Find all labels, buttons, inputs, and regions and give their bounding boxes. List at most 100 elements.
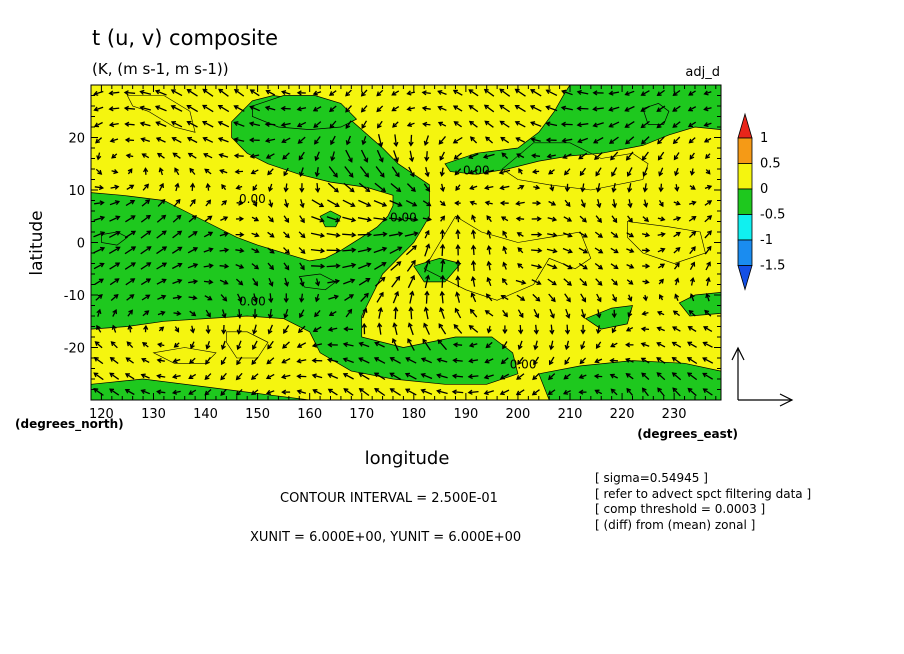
wind-vector <box>641 151 649 161</box>
wind-vector <box>377 306 384 319</box>
wind-vector <box>548 169 555 175</box>
wind-vector <box>250 373 259 380</box>
wind-vector <box>205 182 211 191</box>
wind-vector <box>217 120 230 128</box>
wind-vector <box>139 105 151 111</box>
wind-vector <box>548 356 555 366</box>
wind-vector <box>407 274 416 289</box>
reference-arrow <box>731 346 794 407</box>
wind-vector <box>357 247 372 253</box>
y-tick-label: 0 <box>77 237 85 252</box>
wind-vector <box>172 278 183 285</box>
x-tick-label: 210 <box>558 407 583 422</box>
wind-vector <box>219 247 230 253</box>
wind-vector <box>297 325 306 334</box>
wind-vector <box>390 182 402 193</box>
wind-vector <box>203 263 214 269</box>
wind-vector <box>326 263 341 269</box>
wind-vector <box>610 342 618 348</box>
wind-vector <box>422 200 432 207</box>
wind-vector <box>703 90 712 96</box>
wind-vector <box>467 389 479 395</box>
wind-vector <box>688 215 697 222</box>
wind-vector <box>530 89 542 97</box>
wind-vector <box>204 373 212 380</box>
wind-vector <box>580 340 586 350</box>
wind-vector <box>310 232 326 238</box>
wind-vector <box>408 134 414 147</box>
wind-vector <box>237 293 243 303</box>
wind-vector <box>140 214 152 223</box>
wind-vector <box>451 389 464 395</box>
wind-vector <box>594 262 604 270</box>
wind-vector <box>281 358 291 364</box>
wind-vector <box>124 246 137 255</box>
wind-vector <box>109 388 120 396</box>
wind-vector <box>673 216 682 222</box>
wind-vector <box>656 341 666 348</box>
colorbar-label: -1 <box>760 233 773 248</box>
contour-line <box>152 347 217 364</box>
wind-vector <box>220 356 227 366</box>
wind-vector <box>405 357 417 364</box>
wind-vector <box>686 372 698 381</box>
note-filter: [ refer to advect spct filtering data ] <box>595 487 811 501</box>
wind-vector <box>314 151 320 162</box>
wind-vector <box>452 136 463 144</box>
wind-vector <box>389 372 402 380</box>
wind-vector <box>673 200 681 206</box>
wind-vector <box>220 388 227 396</box>
y-axis: 20 10 0 -10 -20 <box>64 95 721 390</box>
wind-vector <box>173 342 180 348</box>
wind-vector <box>592 137 604 144</box>
wind-vector <box>561 89 573 96</box>
wind-vector <box>436 388 448 395</box>
wind-vector <box>344 294 355 301</box>
wind-vector <box>611 278 618 286</box>
wind-vector <box>373 216 388 222</box>
wind-vector <box>405 216 419 222</box>
wind-vector <box>688 200 697 206</box>
wind-vector <box>580 324 586 335</box>
wind-vector <box>422 121 431 127</box>
wind-vector <box>405 245 417 256</box>
wind-vector <box>311 215 325 223</box>
wind-vector <box>673 152 680 161</box>
wind-vector <box>422 216 433 222</box>
wind-vector <box>608 90 620 96</box>
wind-vector <box>249 89 260 97</box>
wind-vector <box>423 183 431 193</box>
wind-vector <box>689 152 695 160</box>
wind-vector <box>563 278 572 286</box>
wind-vector <box>674 167 680 177</box>
wind-vector <box>314 293 320 303</box>
wind-vector <box>375 166 385 178</box>
wind-vector <box>420 388 433 395</box>
wind-vector <box>313 121 322 129</box>
wind-vector <box>391 275 401 288</box>
wind-vector <box>158 182 164 192</box>
wind-vector <box>689 276 696 286</box>
wind-vector <box>530 121 542 127</box>
wind-vector <box>156 152 165 159</box>
wind-vector <box>374 387 386 397</box>
wind-vector <box>344 166 354 178</box>
wind-vector <box>548 293 556 303</box>
wind-vector <box>546 248 558 254</box>
wind-vector <box>124 262 136 270</box>
wind-vector <box>140 373 150 379</box>
wind-vector <box>93 121 103 128</box>
wind-vector <box>483 169 494 175</box>
wind-vector <box>233 121 245 127</box>
wind-vector <box>155 121 167 128</box>
wind-vector <box>327 182 339 193</box>
wind-vector <box>173 198 181 207</box>
wind-vector <box>188 215 197 223</box>
wind-vector <box>468 169 478 175</box>
wind-vector <box>141 199 151 207</box>
wind-vector <box>672 136 681 145</box>
wind-vector <box>625 136 635 145</box>
wind-vector <box>407 322 414 336</box>
wind-vector <box>656 105 666 112</box>
wind-vector <box>143 324 149 333</box>
